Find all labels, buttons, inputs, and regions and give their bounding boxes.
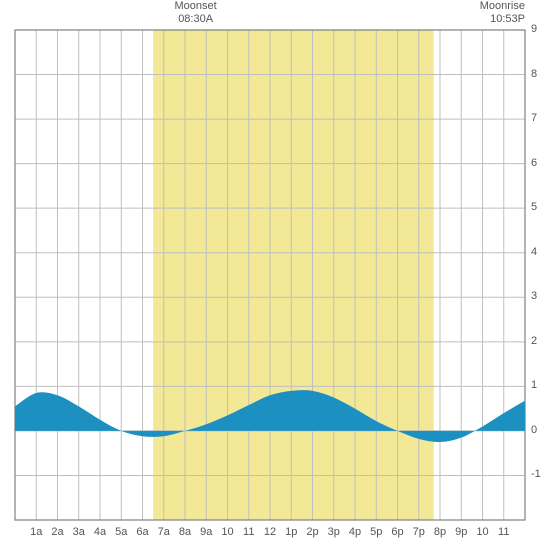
x-tick-label: 6a [136, 526, 148, 538]
x-tick-label: 3p [328, 526, 340, 538]
x-tick-label: 8p [434, 526, 446, 538]
tide-chart: -101234567891a2a3a4a5a6a7a8a9a1011121p2p… [0, 0, 550, 550]
y-tick-label: 4 [531, 246, 537, 258]
x-tick-label: 5a [115, 526, 127, 538]
x-tick-label: 4a [94, 526, 106, 538]
moonrise-title: Moonrise [480, 0, 525, 12]
x-tick-label: 2p [306, 526, 318, 538]
x-tick-label: 9p [455, 526, 467, 538]
y-tick-label: 9 [531, 23, 537, 35]
y-tick-label: 6 [531, 157, 537, 169]
y-tick-label: 1 [531, 379, 537, 391]
x-tick-label: 4p [349, 526, 361, 538]
x-tick-label: 11 [498, 526, 509, 538]
x-tick-label: 3a [73, 526, 85, 538]
chart-svg [0, 0, 550, 550]
x-tick-label: 10 [476, 526, 488, 538]
x-tick-label: 5p [370, 526, 382, 538]
x-tick-label: 11 [243, 526, 254, 538]
x-tick-label: 7p [413, 526, 425, 538]
x-tick-label: 1p [285, 526, 297, 538]
moonrise-time: 10:53P [490, 13, 525, 25]
x-tick-label: 9a [200, 526, 212, 538]
x-tick-label: 10 [221, 526, 233, 538]
x-tick-label: 1a [30, 526, 42, 538]
moonset-title: Moonset [175, 0, 217, 12]
moonset-time: 08:30A [178, 13, 213, 25]
y-tick-label: 2 [531, 335, 537, 347]
y-tick-label: 5 [531, 201, 537, 213]
x-tick-label: 2a [51, 526, 63, 538]
y-tick-label: -1 [531, 468, 541, 480]
daylight-band [153, 30, 434, 520]
y-tick-label: 3 [531, 290, 537, 302]
y-tick-label: 8 [531, 68, 537, 80]
y-tick-label: 7 [531, 112, 537, 124]
x-tick-label: 6p [391, 526, 403, 538]
x-tick-label: 12 [264, 526, 276, 538]
x-tick-label: 7a [158, 526, 170, 538]
x-tick-label: 8a [179, 526, 191, 538]
y-tick-label: 0 [531, 424, 537, 436]
